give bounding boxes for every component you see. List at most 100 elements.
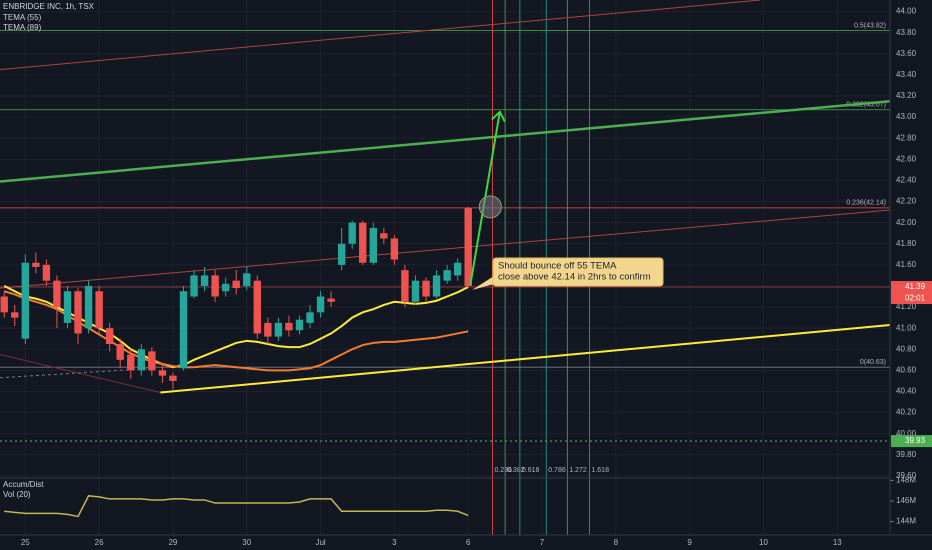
- candle-body: [221, 283, 230, 292]
- time-fib-label: 1.618: [591, 467, 609, 474]
- y-tick-label: 41.60: [896, 260, 917, 269]
- x-tick-label: 25: [21, 538, 30, 547]
- candle-body: [105, 328, 114, 344]
- trend-line: [0, 209, 891, 289]
- price-tag-label: 39.93: [905, 436, 926, 445]
- trend-line: [0, 354, 161, 394]
- candle-body: [316, 296, 325, 313]
- annotation-text: close above 42.14 in 2hrs to confirm: [498, 272, 651, 283]
- y-tick-label: 42.80: [896, 133, 917, 142]
- candle-body: [285, 322, 293, 331]
- time-fib-label: 0.382: [507, 467, 525, 474]
- candle-body: [380, 233, 388, 239]
- candle-body: [127, 354, 135, 371]
- x-tick-label: 7: [540, 538, 545, 547]
- x-tick-label: 10: [759, 538, 768, 547]
- price-tag-label: 41.39: [905, 282, 926, 291]
- candle-body: [443, 270, 451, 281]
- time-fib-label: 1.272: [569, 467, 587, 474]
- y-tick-label: 40.00: [896, 429, 917, 438]
- candle-body: [359, 222, 367, 263]
- candle-body: [148, 351, 156, 371]
- candle-body: [390, 238, 399, 260]
- trend-line: [0, 0, 761, 71]
- candle-body: [327, 298, 335, 302]
- time-fib-label: 0.786: [548, 467, 566, 474]
- price-tag: [891, 435, 932, 448]
- candle-body: [179, 291, 188, 369]
- candle-body: [11, 312, 19, 318]
- time-fib-label: 0.618: [522, 467, 540, 474]
- candle-body: [190, 275, 198, 297]
- y-tick-label: 43.20: [896, 91, 917, 100]
- candle-body: [53, 280, 61, 308]
- candle-body: [21, 262, 29, 339]
- candle-body: [274, 322, 283, 337]
- price-tag: [891, 281, 932, 294]
- y-tick-label: 39.80: [896, 450, 917, 459]
- trend-line: [0, 100, 891, 183]
- fib-label: 0.236(42.14): [846, 200, 886, 207]
- y-tick-label: 40.60: [896, 365, 917, 374]
- y-tick-label: 43.80: [896, 28, 917, 37]
- candle-body: [253, 280, 261, 334]
- callout-pointer: [472, 276, 494, 290]
- countdown-label: 02:01: [905, 294, 926, 303]
- candle-body: [42, 264, 51, 281]
- candle-body: [32, 262, 40, 267]
- x-tick-label: 13: [833, 538, 842, 547]
- fib-label: 0.5(43.82): [854, 22, 886, 29]
- candle-body: [453, 262, 462, 276]
- y-tick-label: 43.00: [896, 112, 917, 121]
- fib-label: 0.382(43.07): [846, 102, 886, 109]
- x-tick-label: 30: [242, 538, 251, 547]
- y-tick-label: 42.00: [896, 218, 917, 227]
- legend-entry: TEMA (89): [3, 23, 42, 32]
- candle-body: [232, 280, 240, 289]
- y-tick-label: 40.80: [896, 344, 917, 353]
- candle-body: [295, 319, 304, 331]
- time-fib-label: 0.236: [494, 467, 512, 474]
- y-tick-label: 42.40: [896, 176, 917, 185]
- grid: 39.60 39.80 40.00 40.20 40.40 40.60 40.80 41.00…: [0, 0, 917, 547]
- annotation-text: Should bounce off 55 TEMA: [498, 261, 617, 272]
- candle-body: [0, 296, 8, 313]
- y-tick-label: 43.60: [896, 49, 917, 58]
- candle-body: [464, 207, 472, 286]
- pane-label: Accum/Dist: [3, 480, 44, 489]
- y-tick-label: 41.20: [896, 302, 917, 311]
- marks: [0, 206, 472, 518]
- x-tick-label: 29: [168, 538, 177, 547]
- candle-body: [337, 243, 346, 265]
- candle-body: [348, 222, 356, 244]
- y-tick-label: 42.60: [896, 154, 917, 163]
- annotation-box: [492, 257, 664, 287]
- candle-body: [137, 349, 145, 371]
- ellipse: [478, 195, 502, 219]
- candle-body: [211, 275, 219, 297]
- x-tick-label: 9: [687, 538, 692, 547]
- candle-body: [432, 275, 441, 297]
- candle-body: [243, 273, 251, 286]
- candle-body: [411, 280, 420, 302]
- x-tick-label: 3: [392, 538, 397, 547]
- x-tick-label: 26: [95, 538, 104, 547]
- y-tick-label: 144M: [896, 517, 916, 526]
- y-tick-label: 43.40: [896, 70, 917, 79]
- candle-body: [116, 343, 124, 360]
- candle-body: [63, 291, 72, 323]
- candle-body: [95, 291, 103, 329]
- x-tick-label: Jul: [315, 538, 325, 547]
- candle-body: [74, 291, 82, 334]
- y-tick-label: 42.20: [896, 197, 917, 206]
- x-tick-label: 6: [466, 538, 471, 547]
- trend-line: [0, 367, 156, 379]
- candle-body: [422, 280, 430, 297]
- y-tick-label: 44.00: [896, 7, 917, 16]
- arrow-head: [491, 110, 506, 123]
- y-tick-label: 146M: [896, 496, 916, 505]
- chart-title: ENBRIDGE INC, 1h, TSX: [3, 2, 95, 11]
